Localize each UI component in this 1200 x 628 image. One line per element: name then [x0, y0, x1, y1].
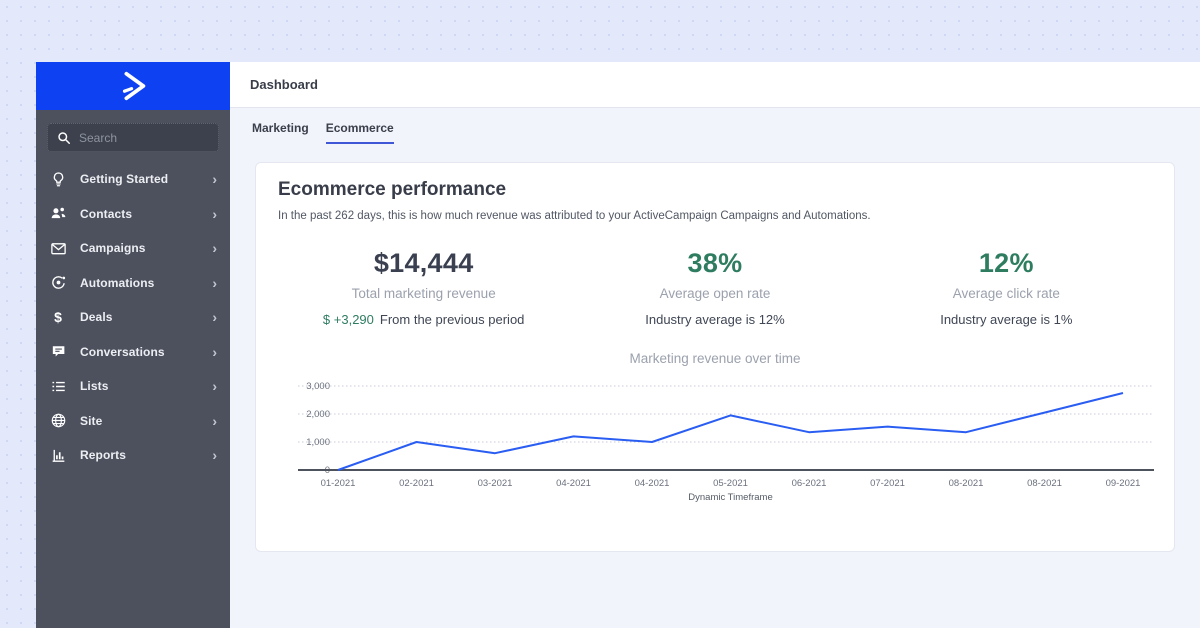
chevron-right-icon: ›: [212, 309, 217, 326]
x-tick-label: 04-2021: [635, 478, 670, 489]
sidebar-item-label: Contacts: [80, 206, 133, 221]
sidebar-item-contacts[interactable]: Contacts ›: [36, 197, 230, 232]
metric-label: Average click rate: [952, 286, 1060, 301]
chevron-right-icon: ›: [212, 447, 217, 464]
sidebar-item-site[interactable]: Site ›: [36, 404, 230, 439]
dollar-icon: $: [54, 309, 62, 326]
top-bar: Dashboard: [230, 62, 1200, 108]
y-tick-label: 1,000: [306, 437, 330, 448]
metric-delta-row: $ +3,290 From the previous period: [278, 312, 569, 327]
card-subtitle: In the past 262 days, this is how much r…: [278, 210, 871, 222]
sidebar-item-label: Lists: [80, 379, 109, 394]
metric-click-rate: 12% Average click rate Industry average …: [861, 248, 1152, 327]
chevron-right-icon: ›: [212, 171, 217, 188]
contacts-icon: [49, 205, 67, 223]
sidebar-item-campaigns[interactable]: Campaigns ›: [36, 231, 230, 266]
envelope-icon: [49, 239, 67, 257]
x-tick-label: 01-2021: [321, 478, 356, 489]
activecampaign-logo-icon: [122, 71, 146, 101]
x-tick-label: 03-2021: [478, 478, 513, 489]
metric-value: 38%: [687, 248, 743, 278]
metric-delta-note: From the previous period: [379, 312, 525, 327]
sidebar-item-label: Deals: [80, 310, 113, 325]
automation-icon: [49, 274, 67, 292]
tab-marketing[interactable]: Marketing: [252, 121, 309, 135]
metric-total-revenue: $14,444 Total marketing revenue $ +3,290…: [278, 248, 569, 327]
search-box[interactable]: [47, 123, 219, 152]
y-tick-label: 3,000: [306, 381, 330, 392]
search-input[interactable]: [79, 130, 209, 145]
x-tick-label: 08-2021: [949, 478, 984, 489]
tab-ecommerce[interactable]: Ecommerce: [325, 121, 394, 144]
metric-delta: $ +3,290: [322, 312, 374, 327]
chart-title: Marketing revenue over time: [629, 351, 801, 366]
chevron-right-icon: ›: [212, 205, 217, 222]
metric-value: 12%: [978, 248, 1034, 278]
search-icon: [58, 131, 70, 144]
ecommerce-performance-card: Ecommerce performance In the past 262 da…: [255, 162, 1175, 552]
sidebar-item-label: Site: [80, 413, 103, 428]
sidebar-item-label: Campaigns: [80, 241, 146, 256]
sidebar-item-label: Reports: [80, 448, 127, 463]
chevron-right-icon: ›: [212, 343, 217, 360]
x-tick-label: 05-2021: [713, 478, 748, 489]
lightbulb-icon: [49, 170, 67, 188]
metric-note: Industry average is 12%: [645, 312, 785, 327]
sidebar-item-label: Conversations: [80, 344, 165, 359]
x-tick-label: 06-2021: [792, 478, 827, 489]
sidebar-item-label: Automations: [80, 275, 155, 290]
bar-chart-icon: [49, 446, 67, 464]
x-tick-label: 04-2021: [556, 478, 591, 489]
list-icon: [49, 377, 67, 395]
metric-value: $14,444: [373, 248, 474, 278]
card-title: Ecommerce performance: [278, 179, 507, 200]
sidebar: Getting Started › Contacts › Campaigns ›…: [36, 62, 230, 628]
sidebar-item-lists[interactable]: Lists ›: [36, 369, 230, 404]
page-title: Dashboard: [250, 77, 318, 92]
chat-bubble-icon: [49, 343, 67, 361]
sidebar-item-reports[interactable]: Reports ›: [36, 438, 230, 473]
chevron-right-icon: ›: [212, 274, 217, 291]
chevron-right-icon: ›: [212, 240, 217, 257]
x-tick-label: 02-2021: [399, 478, 434, 489]
metrics-row: $14,444 Total marketing revenue $ +3,290…: [278, 248, 1152, 327]
metric-note: Industry average is 1%: [940, 312, 1073, 327]
dashboard-tabs: Marketing Ecommerce: [230, 108, 1200, 144]
sidebar-item-deals[interactable]: $ Deals ›: [36, 300, 230, 335]
chevron-right-icon: ›: [212, 412, 217, 429]
x-tick-label: 09-2021: [1106, 478, 1141, 489]
globe-icon: [49, 412, 67, 430]
x-axis-label: Dynamic Timeframe: [688, 492, 772, 503]
sidebar-item-label: Getting Started: [80, 172, 169, 187]
metric-label: Total marketing revenue: [351, 286, 496, 301]
sidebar-item-automations[interactable]: Automations ›: [36, 266, 230, 301]
metric-open-rate: 38% Average open rate Industry average i…: [569, 248, 860, 327]
x-tick-label: 07-2021: [870, 478, 905, 489]
x-tick-label: 08-2021: [1027, 478, 1062, 489]
metric-label: Average open rate: [659, 286, 771, 301]
content-area: Marketing Ecommerce Ecommerce performanc…: [230, 108, 1200, 628]
chevron-right-icon: ›: [212, 378, 217, 395]
revenue-line-chart: 01,0002,0003,00001-202102-202103-202104-…: [298, 381, 1154, 503]
y-tick-label: 2,000: [306, 409, 330, 420]
sidebar-nav: Getting Started › Contacts › Campaigns ›…: [36, 162, 230, 473]
activecampaign-logo[interactable]: [36, 62, 230, 110]
sidebar-item-conversations[interactable]: Conversations ›: [36, 335, 230, 370]
sidebar-item-getting-started[interactable]: Getting Started ›: [36, 162, 230, 197]
revenue-line: [337, 392, 1124, 471]
